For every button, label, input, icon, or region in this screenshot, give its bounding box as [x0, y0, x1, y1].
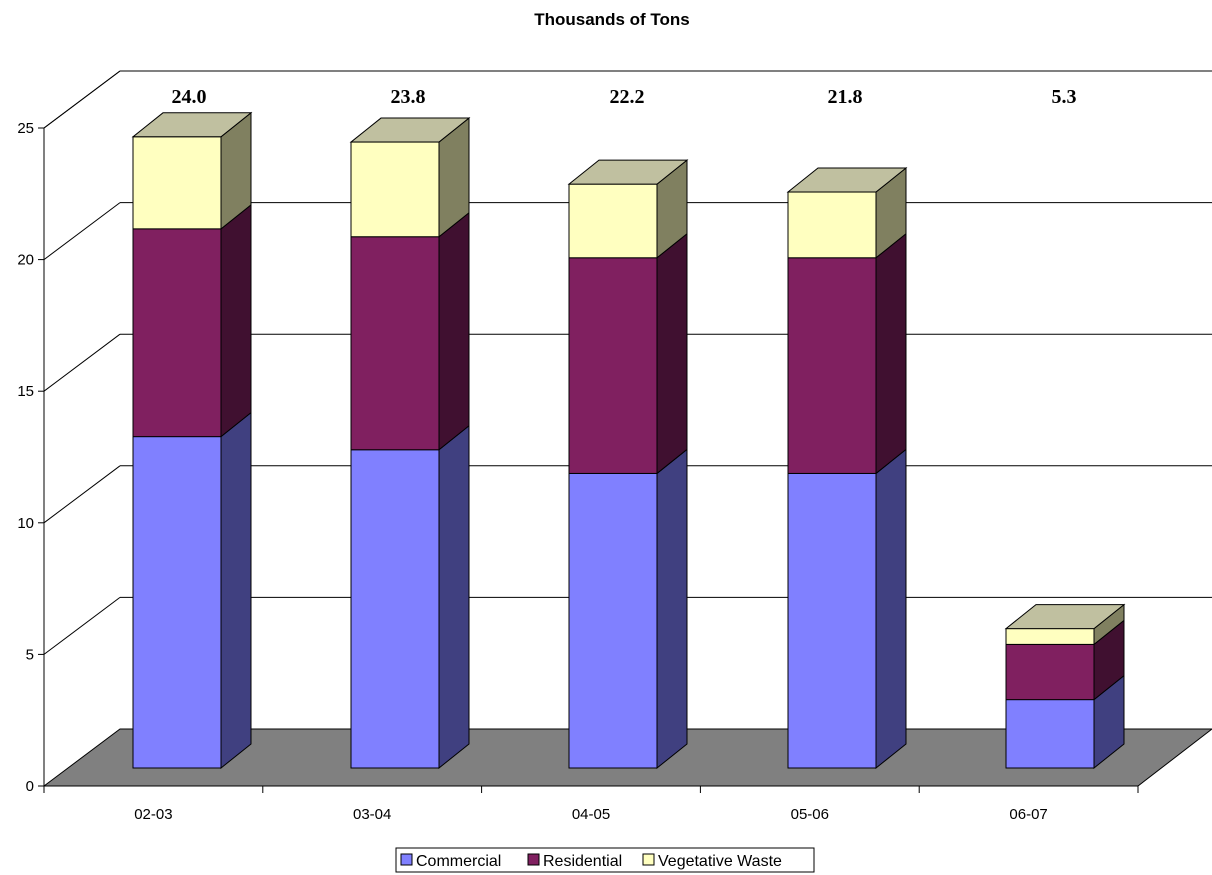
gridline-diagonal: [43, 597, 121, 655]
total-label: 22.2: [610, 86, 645, 108]
total-labels: 24.0 23.8 22.2 21.8 5.3: [172, 86, 1077, 108]
y-tick-label: 5: [26, 646, 34, 663]
bar-side: [656, 232, 688, 475]
legend-label: Residential: [543, 853, 622, 870]
legend-swatch: [400, 853, 413, 866]
total-label: 5.3: [1052, 86, 1077, 108]
axes: 0 5 10 15 20 25 02-03 03-04 04-05 05-06 06-07: [17, 120, 1139, 823]
bar-top: [131, 112, 253, 138]
bar: [350, 449, 440, 769]
bar: [787, 191, 877, 259]
bar-side: [438, 424, 470, 770]
legend: Commercial Residential Vegetative Waste: [395, 847, 815, 873]
bar: [1005, 628, 1095, 645]
bar-side: [220, 203, 252, 438]
y-tick-label: 0: [26, 778, 34, 795]
bar: [787, 472, 877, 769]
gridline-diagonal: [43, 70, 121, 129]
bar: [1005, 699, 1095, 769]
bar-side: [656, 448, 688, 770]
bar: [350, 236, 440, 451]
x-tick-label: 04-05: [572, 806, 610, 823]
y-tick-label: 10: [17, 515, 34, 532]
bar-side: [875, 232, 907, 475]
bars: [131, 111, 1126, 770]
chart-title: Thousands of Tons: [534, 10, 690, 29]
legend-swatch: [527, 853, 540, 866]
y-tick-label: 15: [17, 383, 34, 400]
bar: [1005, 643, 1095, 701]
bar-top: [786, 167, 908, 193]
legend-box: [395, 847, 815, 873]
bar: [787, 257, 877, 474]
bar: [132, 228, 222, 438]
gridline-diagonal: [43, 333, 121, 392]
bar: [568, 183, 658, 259]
bar: [350, 141, 440, 238]
x-tick-label: 02-03: [134, 806, 172, 823]
legend-swatch: [642, 853, 655, 866]
total-label: 21.8: [828, 86, 863, 108]
bar-top: [349, 117, 471, 143]
bar: [568, 472, 658, 769]
bar-side: [875, 448, 907, 770]
total-label: 24.0: [172, 86, 207, 108]
bar-side: [438, 211, 470, 451]
bar-top: [567, 159, 689, 185]
bar-top: [1004, 604, 1126, 630]
bar: [132, 436, 222, 769]
y-tick-label: 20: [17, 252, 34, 269]
bar: [568, 257, 658, 474]
legend-label: Vegetative Waste: [658, 853, 782, 870]
y-tick-label: 25: [17, 120, 34, 137]
bar: [132, 136, 222, 230]
gridline-diagonal: [43, 465, 121, 524]
x-tick-label: 05-06: [791, 806, 829, 823]
x-tick-label: 06-07: [1009, 806, 1047, 823]
bar-side: [220, 411, 252, 770]
legend-label: Commercial: [416, 853, 501, 870]
total-label: 23.8: [391, 86, 426, 108]
gridline-diagonal: [43, 202, 121, 261]
x-tick-label: 03-04: [353, 806, 391, 823]
